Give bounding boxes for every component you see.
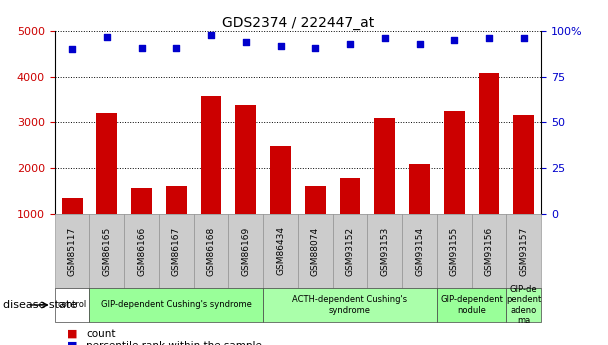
Text: control: control [58,300,87,309]
Bar [89,214,124,288]
Bar [506,214,541,288]
Bar [201,96,221,260]
Bar [478,73,499,260]
Text: percentile rank within the sample: percentile rank within the sample [86,341,262,345]
Text: GSM86168: GSM86168 [207,226,216,276]
Text: GIP-dependent Cushing's syndrome: GIP-dependent Cushing's syndrome [101,300,252,309]
Bar [409,164,430,260]
Text: GSM86165: GSM86165 [102,226,111,276]
Bar [131,188,152,260]
Point [241,39,250,45]
Point [67,47,77,52]
Bar [305,186,326,260]
Text: GSM93156: GSM93156 [485,226,494,276]
Bar [340,178,361,260]
Text: GIP-de
pendent
adeno
ma: GIP-de pendent adeno ma [506,285,541,325]
Text: GSM93152: GSM93152 [345,226,354,276]
Point [484,36,494,41]
Bar [333,214,367,288]
Text: disease state: disease state [3,300,77,310]
Text: GSM93155: GSM93155 [450,226,459,276]
Point [137,45,147,50]
Bar [270,146,291,260]
Point [519,36,528,41]
Bar [97,113,117,260]
Bar [298,214,333,288]
Text: GIP-dependent
nodule: GIP-dependent nodule [440,295,503,315]
Bar [124,214,159,288]
Bar [367,214,402,288]
Bar [513,115,534,260]
Point [171,45,181,50]
Text: GSM86167: GSM86167 [172,226,181,276]
Text: ■: ■ [67,329,77,339]
Bar [55,214,89,288]
Text: GSM86169: GSM86169 [241,226,250,276]
Point [415,41,424,47]
Text: GSM88074: GSM88074 [311,226,320,276]
Bar [506,288,541,322]
Point [275,43,285,48]
Text: GSM86434: GSM86434 [276,226,285,276]
Bar [55,288,89,322]
Point [345,41,355,47]
Text: count: count [86,329,116,339]
Point [449,37,459,43]
Bar [263,288,437,322]
Bar [235,105,256,260]
Bar [166,186,187,260]
Point [380,36,390,41]
Text: GSM93157: GSM93157 [519,226,528,276]
Bar [229,214,263,288]
Title: GDS2374 / 222447_at: GDS2374 / 222447_at [222,16,374,30]
Point [102,34,112,39]
Bar [444,111,465,260]
Text: ■: ■ [67,341,77,345]
Bar [437,214,472,288]
Bar [89,288,263,322]
Point [206,32,216,38]
Bar [61,198,83,260]
Text: GSM93153: GSM93153 [380,226,389,276]
Text: GSM93154: GSM93154 [415,226,424,276]
Bar [263,214,298,288]
Text: GSM85117: GSM85117 [67,226,77,276]
Bar [472,214,506,288]
Point [311,45,320,50]
Text: ACTH-dependent Cushing's
syndrome: ACTH-dependent Cushing's syndrome [292,295,407,315]
Bar [159,214,194,288]
Text: GSM86166: GSM86166 [137,226,146,276]
Bar [194,214,229,288]
Bar [402,214,437,288]
Bar [437,288,506,322]
Bar [375,118,395,260]
